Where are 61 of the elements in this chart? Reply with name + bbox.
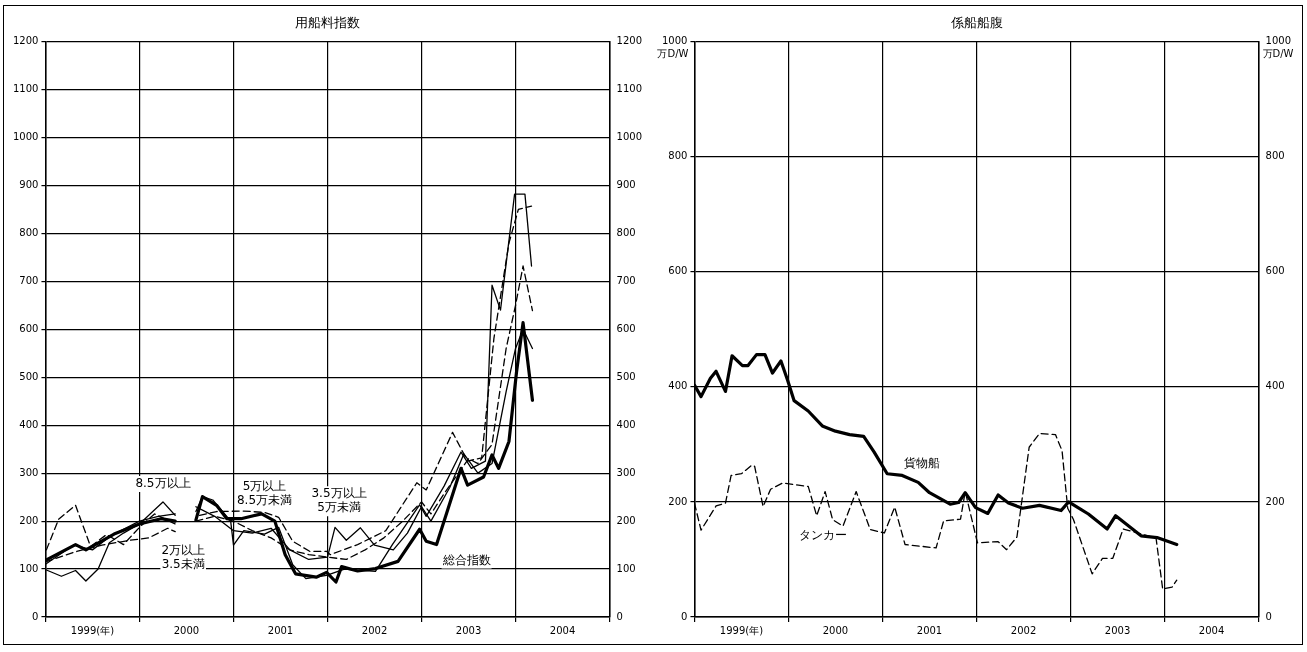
y2-tick-label: 1100 [616, 83, 642, 95]
series-label: 8.5万以上 [135, 476, 191, 491]
y-tick-label: 1100 [13, 83, 39, 95]
series-label: 5万以上 8.5万未満 [236, 478, 293, 507]
x-tick-label: 2003 [455, 624, 482, 636]
y2-tick-label: 600 [616, 322, 636, 334]
y2-tick-label: 200 [1265, 495, 1285, 507]
y-tick-label: 400 [668, 380, 688, 392]
y2-tick-label: 0 [1265, 610, 1272, 622]
y-tick-label: 1000 [13, 131, 39, 143]
y2-tick-label: 200 [616, 514, 636, 526]
y-tick-label: 400 [19, 418, 39, 430]
y2-tick-label: 600 [1265, 265, 1285, 277]
y-tick-label: 100 [19, 562, 39, 574]
y2-tick-label: 800 [616, 226, 636, 238]
y-tick-label: 0 [681, 610, 688, 622]
y-tick-label: 300 [19, 466, 39, 478]
chart-title: 係船船腹 [949, 15, 1003, 31]
y-tick-label: 800 [668, 150, 688, 162]
x-tick-label: 2003 [1104, 624, 1131, 636]
y-tick-label: 600 [19, 322, 39, 334]
y2-tick-label: 0 [616, 610, 623, 622]
x-tick-label: 2001 [916, 624, 943, 636]
y2-tick-label: 700 [616, 274, 636, 286]
x-tick-label: 2002 [361, 624, 388, 636]
y-tick-label: 1000 [662, 35, 688, 47]
y-tick-label: 500 [19, 370, 39, 382]
chart-title: 用船料指数 [295, 15, 360, 31]
y-tick-label: 1200 [13, 35, 39, 47]
series-label: 総合指数 [441, 552, 491, 567]
y-tick-label: 200 [668, 495, 688, 507]
x-tick-label: 1999(年) [70, 624, 115, 636]
x-tick-label: 2002 [1010, 624, 1037, 636]
y-tick-label: 700 [19, 274, 39, 286]
x-tick-label: 2001 [267, 624, 294, 636]
x-tick-label: 2000 [173, 624, 200, 636]
x-tick-label: 2004 [1198, 624, 1225, 636]
series-label: タンカー [798, 527, 847, 542]
y-axis-title: 万D/W [657, 48, 689, 60]
y-tick-label: 800 [19, 226, 39, 238]
y2-tick-label: 100 [616, 562, 636, 574]
y-tick-label: 200 [19, 514, 39, 526]
y2-tick-label: 800 [1265, 150, 1285, 162]
y2-tick-label: 1000 [616, 131, 642, 143]
series-label: 3.5万以上 5万未満 [311, 486, 367, 515]
y2-tick-label: 500 [616, 370, 636, 382]
y-tick-label: 900 [19, 179, 39, 191]
y2-tick-label: 900 [616, 179, 636, 191]
y2-tick-label: 300 [616, 466, 636, 478]
x-tick-label: 2004 [549, 624, 576, 636]
y2-tick-label: 400 [1265, 380, 1285, 392]
series-label: 2万以上 3.5未満 [161, 542, 206, 571]
x-tick-label: 2000 [822, 624, 849, 636]
y2-tick-label: 1200 [616, 35, 642, 47]
y2-axis-title: 万D/W [1262, 48, 1294, 60]
series-label: 貨物船 [904, 456, 941, 471]
y-tick-label: 600 [668, 265, 688, 277]
x-tick-label: 1999(年) [719, 624, 764, 636]
y2-tick-label: 1000 [1265, 35, 1291, 47]
y-tick-label: 0 [32, 610, 39, 622]
y2-tick-label: 400 [616, 418, 636, 430]
